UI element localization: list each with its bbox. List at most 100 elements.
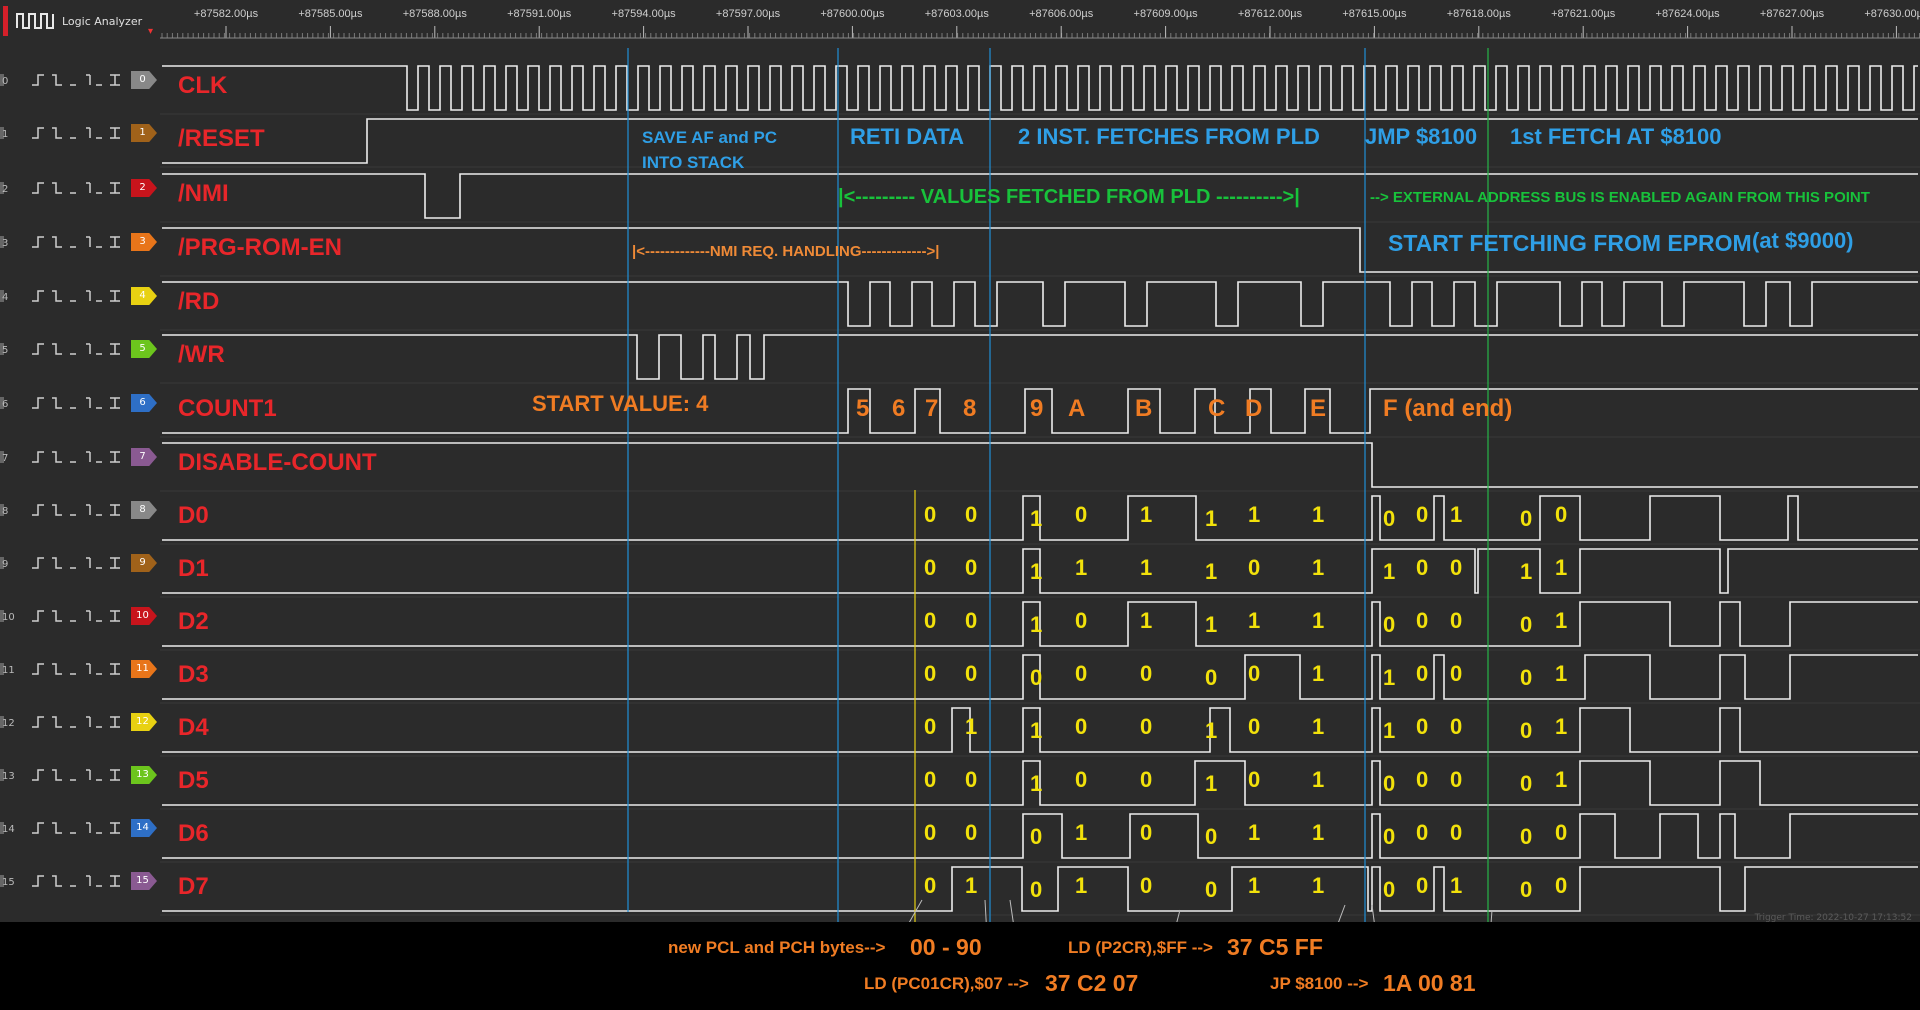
trigger-mode-icons[interactable]: [30, 126, 126, 140]
channel-row[interactable]: 8 8: [0, 488, 160, 540]
trigger-mode-icons[interactable]: [30, 821, 126, 835]
time-ruler[interactable]: +87582.00µs +87585.00µs +87588.00µs +87591.…: [160, 0, 1920, 42]
channel-color-tag[interactable]: 14: [131, 819, 157, 837]
waveform-panel[interactable]: [0, 0, 1920, 922]
bit-value: 1: [965, 714, 978, 739]
bit-value: 1: [1248, 820, 1261, 845]
channel-name: D6: [178, 820, 209, 847]
bit-value: 1: [1312, 714, 1325, 739]
channel-index: 6: [2, 399, 9, 410]
channel-color-tag[interactable]: 0: [131, 71, 157, 89]
signal-trace: [162, 601, 1918, 647]
ruler-tick-label: +87606.00µs: [1029, 8, 1094, 20]
channel-row[interactable]: 11 11: [0, 647, 160, 699]
trigger-mode-icons[interactable]: [30, 556, 126, 570]
bit-value: 0: [1075, 608, 1088, 633]
bit-value: 0: [1555, 502, 1568, 527]
bit-value: 0: [1248, 714, 1261, 739]
trigger-mode-icons[interactable]: [30, 662, 126, 676]
channel-row[interactable]: 5 5: [0, 327, 160, 379]
ruler-tick-label: +87609.00µs: [1133, 8, 1198, 20]
trigger-mode-icons[interactable]: [30, 396, 126, 410]
channel-marker: [0, 451, 4, 463]
channel-row[interactable]: 12 12: [0, 700, 160, 752]
chevron-down-icon[interactable]: ▾: [148, 26, 154, 37]
ruler-tick-label: +87618.00µs: [1446, 8, 1511, 20]
count-value: C: [1208, 395, 1226, 422]
channel-row[interactable]: 10 10: [0, 594, 160, 646]
channel-color-tag[interactable]: 10: [131, 607, 157, 625]
channel-color-tag[interactable]: 9: [131, 554, 157, 572]
bit-value: 1: [1312, 820, 1325, 845]
trigger-mode-icons[interactable]: [30, 503, 126, 517]
bit-value: 1: [1205, 771, 1218, 796]
bit-value: 0: [1416, 608, 1429, 633]
channel-color-tag[interactable]: 8: [131, 501, 157, 519]
trigger-mode-icons[interactable]: [30, 289, 126, 303]
bit-value: 1: [1555, 555, 1568, 580]
channel-row[interactable]: 15 15: [0, 859, 160, 911]
channel-row[interactable]: 4 4: [0, 274, 160, 326]
channel-name: D5: [178, 767, 209, 794]
channel-index: 12: [2, 718, 15, 729]
bit-value: 0: [1450, 661, 1463, 686]
bit-value: 1: [1140, 502, 1153, 527]
channel-color-tag[interactable]: 4: [131, 287, 157, 305]
ruler-tick-label: +87630.00µs: [1864, 8, 1920, 20]
active-marker: [3, 6, 8, 36]
channel-color-tag[interactable]: 6: [131, 394, 157, 412]
channel-color-tag[interactable]: 2: [131, 179, 157, 197]
bit-value: 1: [965, 873, 978, 898]
channel-color-tag[interactable]: 12: [131, 713, 157, 731]
channel-row[interactable]: 9 9: [0, 541, 160, 593]
trigger-mode-icons[interactable]: [30, 181, 126, 195]
bit-value: 0: [1075, 661, 1088, 686]
count-value: 6: [892, 395, 906, 422]
channel-index: 2: [2, 184, 9, 195]
trigger-mode-icons[interactable]: [30, 73, 126, 87]
trigger-mode-icons[interactable]: [30, 874, 126, 888]
channel-row[interactable]: 13 13: [0, 753, 160, 805]
channel-color-tag[interactable]: 3: [131, 233, 157, 251]
channel-name: COUNT1: [178, 395, 277, 422]
channel-color-tag[interactable]: 13: [131, 766, 157, 784]
trigger-mode-icons[interactable]: [30, 235, 126, 249]
channel-row[interactable]: 2 2: [0, 166, 160, 218]
bit-value: 1: [1205, 612, 1218, 637]
channel-row[interactable]: 6 6: [0, 381, 160, 433]
ruler-tick-label: +87582.00µs: [193, 8, 259, 20]
trigger-mode-icons[interactable]: [30, 342, 126, 356]
bit-value: 0: [924, 608, 937, 633]
channel-color-tag[interactable]: 5: [131, 340, 157, 358]
bit-value: 0: [1140, 714, 1153, 739]
bit-value: 1: [1555, 714, 1568, 739]
channel-row[interactable]: 3 3: [0, 220, 160, 272]
channel-color-tag[interactable]: 7: [131, 448, 157, 466]
channel-row[interactable]: 14 14: [0, 806, 160, 858]
bit-value: 0: [1383, 771, 1396, 796]
channel-color-tag[interactable]: 1: [131, 124, 157, 142]
bit-value: 0: [1555, 873, 1568, 898]
channel-row[interactable]: 1 1: [0, 111, 160, 163]
channel-row[interactable]: 0 0: [0, 58, 160, 110]
channel-color-tag[interactable]: 11: [131, 660, 157, 678]
channel-index: 0: [2, 76, 9, 87]
trigger-mode-icons[interactable]: [30, 450, 126, 464]
bit-value: 0: [1075, 714, 1088, 739]
trigger-mode-icons[interactable]: [30, 609, 126, 623]
channel-color-tag[interactable]: 15: [131, 872, 157, 890]
channel-index: 15: [2, 877, 15, 888]
bit-value: 1: [1312, 767, 1325, 792]
channel-row[interactable]: 7 7: [0, 435, 160, 487]
channel-name: /RESET: [178, 125, 265, 152]
channel-name: CLK: [178, 72, 228, 99]
bit-value: 0: [924, 767, 937, 792]
trigger-mode-icons[interactable]: [30, 715, 126, 729]
bit-value: 0: [1416, 714, 1429, 739]
bit-value: 0: [924, 555, 937, 580]
bit-value: 1: [1030, 771, 1043, 796]
signal-trace: [162, 334, 1918, 380]
trigger-mode-icons[interactable]: [30, 768, 126, 782]
channel-marker: [0, 557, 4, 569]
